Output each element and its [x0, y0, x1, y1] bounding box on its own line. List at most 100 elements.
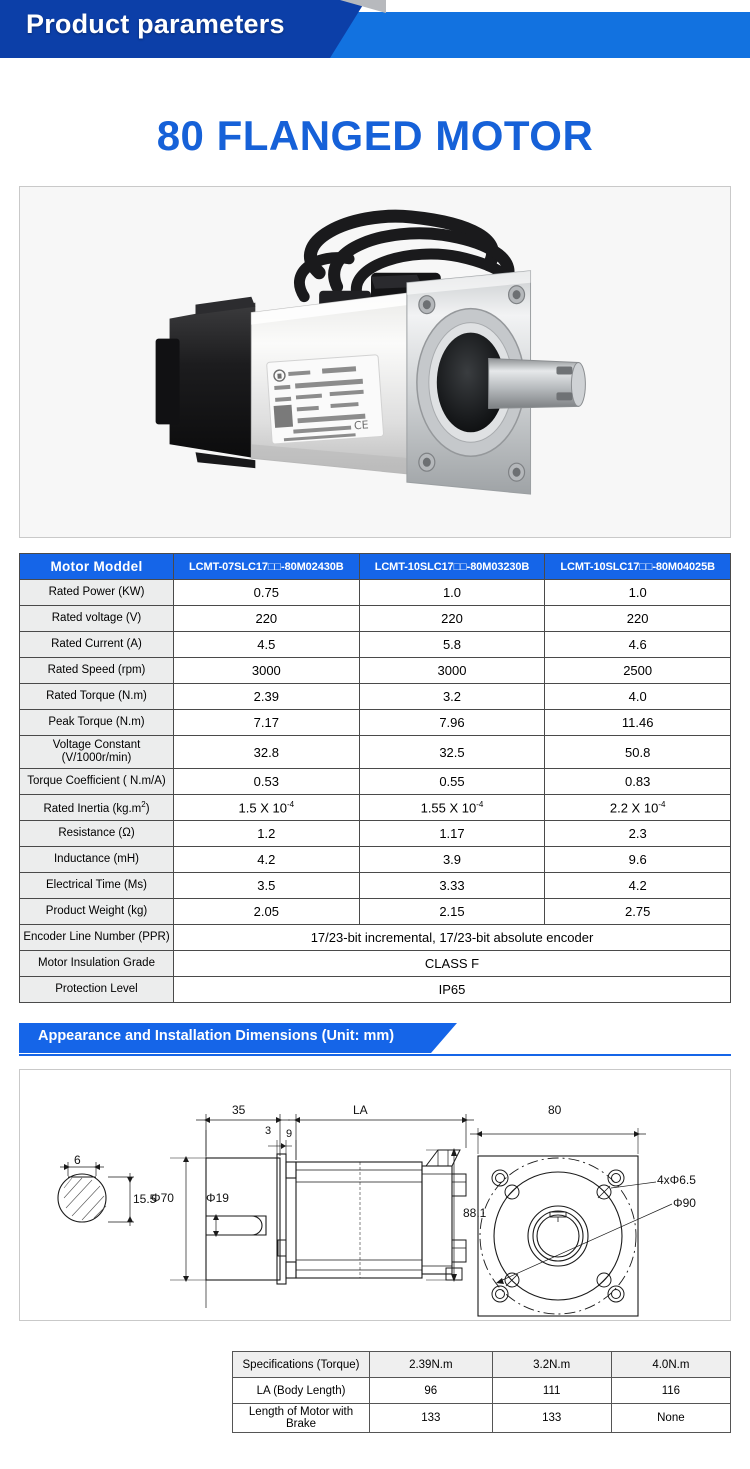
banner-title: Product parameters	[26, 9, 285, 39]
row-value: 11.46	[544, 709, 731, 736]
row-label: Rated Inertia (kg.m2)	[19, 794, 174, 822]
dim-body-length-la: LA	[353, 1103, 368, 1117]
row-value: 3.5	[173, 872, 360, 900]
table-row: Torque Coefficient ( N.m/A) 0.53 0.55 0.…	[19, 768, 731, 796]
row-value: 220	[358, 605, 546, 632]
row-label: Protection Level	[19, 976, 174, 1004]
row-value: 2500	[544, 657, 731, 684]
spec-header-col-2: LCMT-10SLC17□□-80M03230B	[358, 553, 546, 580]
row-label: Rated Current (A)	[19, 631, 174, 658]
length-header-col-2: 3.2N.m	[491, 1351, 612, 1378]
motor-length-table: Specifications (Torque) 2.39N.m 3.2N.m 4…	[231, 1351, 732, 1433]
page-title: 80 FLANGED MOTOR	[156, 112, 594, 159]
row-label-line1: Voltage Constant	[52, 739, 141, 751]
value-exponent: -4	[476, 800, 484, 810]
row-label: Electrical Time (Ms)	[19, 872, 174, 900]
row-value: 1.5 X 10-4	[173, 794, 360, 822]
row-value: 4.0	[544, 683, 731, 710]
dim-total-height: 88.1	[463, 1206, 487, 1220]
row-value: 4.2	[173, 846, 360, 874]
row-value: 7.96	[358, 709, 546, 736]
row-value: 2.75	[544, 898, 731, 926]
row-label: Peak Torque (N.m)	[19, 709, 174, 736]
row-value: 3.33	[358, 872, 546, 900]
dimensions-banner-shape	[19, 1023, 457, 1053]
row-value: 133	[491, 1403, 612, 1433]
row-label-exponent: 2	[141, 799, 146, 809]
table-row: Rated Speed (rpm) 3000 3000 2500	[19, 657, 731, 684]
product-photo-frame: CE	[19, 186, 731, 538]
value-exponent: -4	[286, 800, 295, 810]
table-row: Peak Torque (N.m) 7.17 7.96 11.46	[19, 709, 731, 736]
row-value: 50.8	[544, 734, 731, 770]
row-value: 96	[369, 1377, 493, 1404]
row-value: 0.53	[173, 768, 360, 796]
motor-rear-housing	[155, 296, 256, 469]
row-label: Inductance (mH)	[19, 846, 174, 874]
length-header-col-1: 2.39N.m	[369, 1351, 493, 1378]
row-value: 1.0	[358, 579, 546, 606]
row-value: 1.2	[173, 820, 360, 848]
row-label-tail: )	[145, 802, 150, 815]
row-value: 111	[491, 1377, 612, 1404]
dimension-drawing-frame: 6 15.5 Φ70 Φ19 35 LA 3 9 88.1 80 4xΦ6.5 …	[19, 1069, 731, 1321]
table-row: Resistance (Ω) 1.2 1.17 2.3	[19, 820, 731, 848]
dim-shaft-diameter: Φ19	[206, 1191, 229, 1205]
row-value: 4.6	[544, 631, 731, 658]
table-row: Motor Insulation Grade CLASS F	[19, 950, 731, 978]
row-label: Rated Power (KW)	[19, 579, 174, 606]
row-value: 2.3	[544, 820, 731, 848]
table-row: Specifications (Torque) 2.39N.m 3.2N.m 4…	[231, 1351, 732, 1378]
table-row: Protection Level IP65	[19, 976, 731, 1004]
row-value: None	[610, 1403, 732, 1433]
row-value: 9.6	[544, 846, 731, 874]
motor-front-flange	[406, 270, 532, 495]
row-label: Encoder Line Number (PPR)	[19, 924, 174, 952]
spec-table-header-row: Motor Moddel LCMT-07SLC17□□-80M02430B LC…	[19, 553, 731, 580]
row-value: 220	[544, 605, 731, 632]
row-label: Rated Speed (rpm)	[19, 657, 174, 684]
dim-keyway-width: 6	[74, 1153, 81, 1167]
table-row: Product Weight (kg) 2.05 2.15 2.75	[19, 898, 731, 926]
value-exponent: -4	[658, 800, 666, 810]
dim-bolt-holes: 4xΦ6.5	[657, 1173, 696, 1187]
dim-keyway-height: 15.5	[133, 1192, 157, 1206]
table-row: Inductance (mH) 4.2 3.9 9.6	[19, 846, 731, 874]
dim-flange-pilot: Φ70	[151, 1191, 174, 1205]
row-label: Motor Insulation Grade	[19, 950, 174, 978]
motor-output-shaft	[488, 357, 586, 409]
table-row: Rated Inertia (kg.m2) 1.5 X 10-4 1.55 X …	[19, 794, 731, 822]
row-value: 0.75	[173, 579, 360, 606]
height-dimension	[426, 1148, 460, 1282]
product-parameters-banner: Product parameters	[0, 0, 750, 58]
value-base: 1.5 X 10	[238, 800, 287, 816]
row-value: 3000	[358, 657, 546, 684]
dimensions-banner-title: Appearance and Installation Dimensions (…	[38, 1028, 395, 1044]
row-value: 0.83	[544, 768, 731, 796]
table-row: Rated Power (KW) 0.75 1.0 1.0	[19, 579, 731, 606]
table-row: Rated Torque (N.m) 2.39 3.2 4.0	[19, 683, 731, 710]
table-row: Voltage Constant (V/1000r/min) 32.8 32.5…	[19, 734, 731, 770]
motor-specifications-table: Motor Moddel LCMT-07SLC17□□-80M02430B LC…	[19, 553, 731, 1004]
row-label-line2: (V/1000r/min)	[61, 752, 132, 765]
row-value: 3.9	[358, 846, 546, 874]
svg-text:CE: CE	[354, 418, 370, 432]
row-value: 3000	[173, 657, 360, 684]
side-elevation-view	[170, 1114, 474, 1308]
row-value: 0.55	[358, 768, 546, 796]
dim-step-a: 3	[265, 1125, 272, 1137]
row-value: 32.5	[358, 734, 546, 770]
row-value-merged: 17/23-bit incremental, 17/23-bit absolut…	[173, 924, 731, 952]
flange-bolt-holes	[418, 285, 526, 482]
motor-nameplate-label: CE	[266, 354, 384, 445]
spec-header-col-3: LCMT-10SLC17□□-80M04025B	[544, 553, 731, 580]
value-base: 2.2 X 10	[609, 800, 659, 816]
row-value-merged: IP65	[173, 976, 731, 1004]
row-label-base: Rated Inertia (kg.m	[43, 802, 142, 815]
row-value: 32.8	[173, 734, 360, 770]
row-value: 1.17	[358, 820, 546, 848]
dim-square-size: 80	[548, 1103, 562, 1117]
dimensions-banner-rule	[19, 1054, 731, 1056]
banner-dark-stripe	[0, 0, 366, 58]
row-label: LA (Body Length)	[231, 1377, 371, 1404]
